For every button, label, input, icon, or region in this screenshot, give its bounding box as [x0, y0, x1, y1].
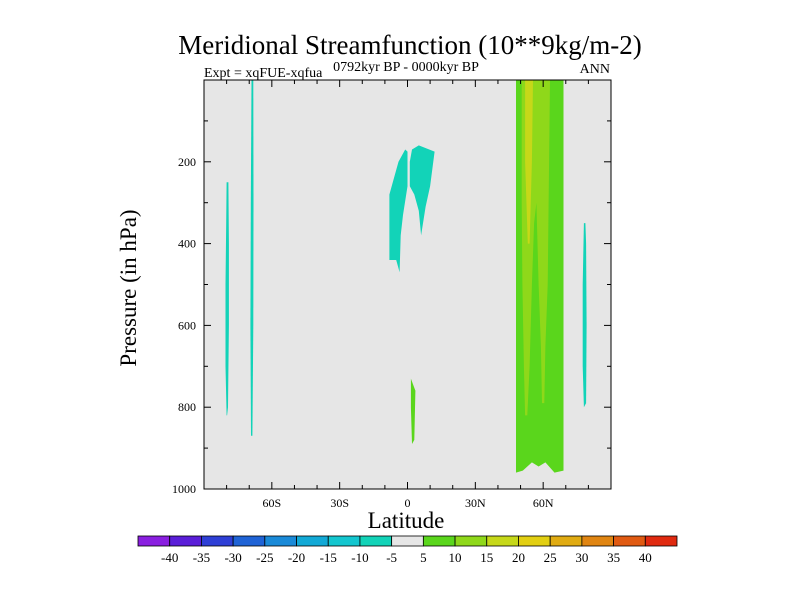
contour-region-eq-upper-1 — [389, 149, 408, 273]
contour-region-eq-lower — [410, 378, 416, 444]
y-tick-label: 600 — [178, 318, 196, 332]
colorbar-swatch — [391, 535, 424, 547]
colorbar-label: -20 — [288, 550, 305, 565]
colorbar-label: 15 — [480, 550, 493, 565]
colorbar-swatch — [327, 535, 361, 547]
y-axis-label: Pressure (in hPa) — [116, 209, 141, 366]
chart-title: Meridional Streamfunction (10**9kg/m-2) — [178, 30, 641, 60]
contour-region-eq-upper-2 — [409, 145, 435, 236]
x-axis-label: Latitude — [368, 508, 445, 533]
colorbar-swatch — [264, 535, 297, 547]
colorbar-label: 25 — [544, 550, 557, 565]
colorbar: -40 -35 -30 -25 -20 -15 -10 -5 5 10 15 20 25 30 35 40 — [137, 535, 678, 565]
colorbar-label: -35 — [193, 550, 210, 565]
colorbar-swatch — [232, 535, 266, 547]
colorbar-swatch — [549, 535, 583, 547]
y-tick-label: 800 — [178, 400, 196, 414]
x-tick-label: 30N — [465, 496, 486, 510]
colorbar-label: -25 — [256, 550, 273, 565]
x-tick-label: 60N — [533, 496, 554, 510]
y-tick-label: 200 — [178, 155, 196, 169]
colorbar-label: 35 — [607, 550, 620, 565]
right-string: ANN — [580, 62, 610, 77]
contour-regions — [225, 80, 587, 473]
x-tick-label: 0 — [405, 496, 411, 510]
colorbar-swatch — [359, 535, 393, 547]
colorbar-swatch — [201, 535, 234, 547]
axis-ticks: 60S 30S 0 30N 60N 200 400 600 800 1000 — [172, 79, 612, 510]
colorbar-swatch — [137, 535, 171, 547]
colorbar-swatch — [296, 535, 329, 547]
colorbar-label: 20 — [512, 550, 525, 565]
colorbar-label: -10 — [351, 550, 368, 565]
colorbar-label: -5 — [386, 550, 397, 565]
y-tick-label: 400 — [178, 237, 196, 251]
colorbar-swatch — [581, 535, 614, 547]
colorbar-label: -30 — [224, 550, 241, 565]
y-tick-label: 1000 — [172, 482, 196, 496]
plot-area: 60S 30S 0 30N 60N 200 400 600 800 1000 — [172, 79, 612, 510]
colorbar-label: 30 — [575, 550, 588, 565]
colorbar-swatch — [422, 535, 456, 547]
x-tick-label: 30S — [330, 496, 349, 510]
colorbar-label: 10 — [449, 550, 462, 565]
x-tick-label: 60S — [262, 496, 281, 510]
colorbar-label: -40 — [161, 550, 178, 565]
colorbar-swatch — [518, 535, 551, 547]
contour-region-sh-highlat-east — [250, 80, 254, 436]
colorbar-swatch — [486, 535, 519, 547]
colorbar-swatch — [613, 535, 646, 547]
colorbar-label: 40 — [639, 550, 652, 565]
contour-region-nh-highlat — [582, 223, 587, 408]
contour-region-sh-highlat-west — [225, 182, 229, 416]
colorbar-swatch — [454, 535, 488, 547]
left-string: Expt = xqFUE-xqfua — [204, 66, 323, 81]
colorbar-swatch — [169, 535, 202, 547]
colorbar-label: 5 — [420, 550, 427, 565]
contour-region-nh-cell-core — [525, 80, 533, 244]
center-string: 0792kyr BP - 0000kyr BP — [333, 60, 479, 75]
colorbar-swatch — [644, 535, 678, 547]
colorbar-label: -15 — [320, 550, 337, 565]
